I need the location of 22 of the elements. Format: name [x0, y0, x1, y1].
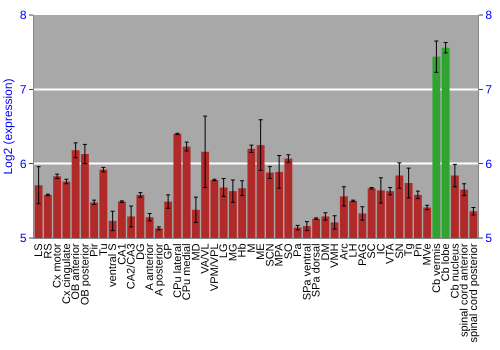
x-tick-label: Pir: [88, 243, 101, 257]
y-tick-label: 8: [20, 8, 27, 22]
y-tick-label: 5: [20, 231, 27, 246]
x-tick-label: GP: [162, 243, 175, 260]
x-tick-label: RS: [42, 243, 54, 259]
y2-tick-label: 7: [485, 82, 492, 97]
y-tick-label: 6: [20, 156, 27, 171]
x-tick-label: SN: [394, 243, 406, 259]
x-tick-label: DG: [134, 243, 147, 260]
y2-tick-label: 6: [485, 156, 492, 171]
x-tick-label: MVe: [422, 243, 434, 266]
y2-tick-label: 8: [485, 8, 492, 22]
x-tick-label: SO: [282, 242, 295, 260]
y2-tick-label: 5: [485, 231, 492, 246]
y-axis-title: Log2 (expression): [1, 78, 16, 175]
x-tick-label: SCN: [264, 243, 276, 267]
x-tick-label: Tg: [403, 243, 416, 256]
x-tick-label: Pa: [292, 242, 304, 257]
x-tick-label: IC: [375, 243, 388, 254]
y-tick-label: 7: [20, 82, 27, 97]
x-tick-label: CPu medial: [181, 243, 194, 300]
x-tick-label: PAG: [356, 243, 369, 266]
